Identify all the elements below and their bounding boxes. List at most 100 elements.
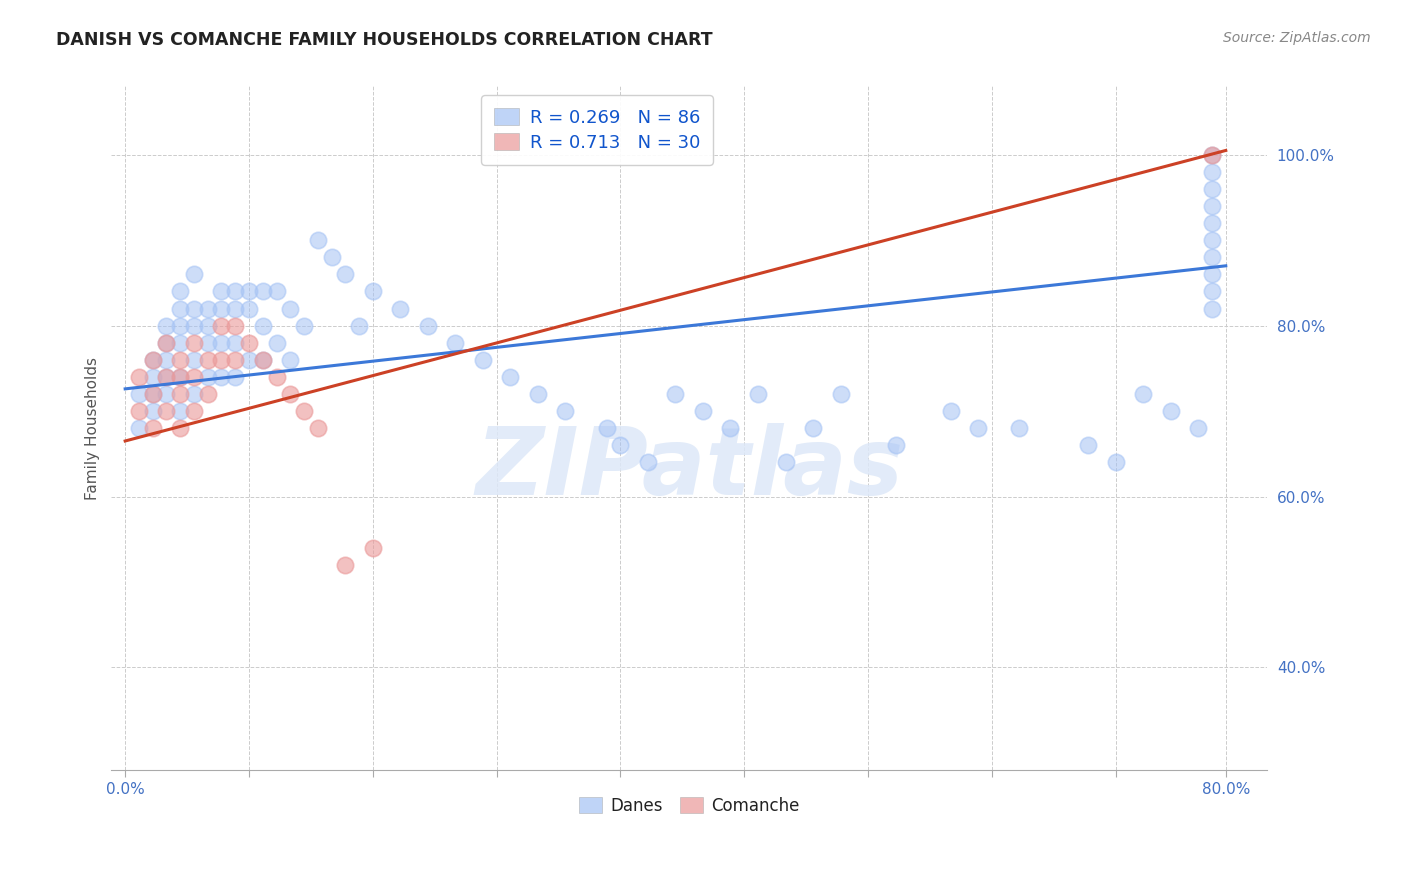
Point xyxy=(1201,301,1223,316)
Point xyxy=(1201,233,1223,247)
Point xyxy=(266,285,288,299)
Point xyxy=(471,352,494,367)
Point xyxy=(335,558,357,572)
Point xyxy=(527,387,550,401)
Point xyxy=(155,352,177,367)
Point xyxy=(939,404,962,418)
Point xyxy=(211,285,233,299)
Point xyxy=(211,370,233,384)
Point xyxy=(211,318,233,333)
Point xyxy=(637,455,659,469)
Point xyxy=(197,335,219,350)
Point xyxy=(128,421,150,435)
Point xyxy=(1187,421,1209,435)
Point xyxy=(142,352,165,367)
Point xyxy=(747,387,769,401)
Point xyxy=(169,387,191,401)
Point xyxy=(252,352,274,367)
Point xyxy=(224,335,246,350)
Point xyxy=(278,301,301,316)
Point xyxy=(266,335,288,350)
Point xyxy=(183,335,205,350)
Point xyxy=(595,421,617,435)
Point xyxy=(266,370,288,384)
Point xyxy=(1160,404,1182,418)
Point xyxy=(692,404,714,418)
Point xyxy=(307,233,329,247)
Point xyxy=(197,301,219,316)
Point xyxy=(238,301,260,316)
Point xyxy=(224,318,246,333)
Point xyxy=(197,352,219,367)
Point xyxy=(197,387,219,401)
Point xyxy=(554,404,576,418)
Point xyxy=(155,318,177,333)
Point xyxy=(884,438,907,452)
Point xyxy=(238,285,260,299)
Point xyxy=(183,404,205,418)
Text: ZIPatlas: ZIPatlas xyxy=(475,423,903,516)
Point xyxy=(499,370,522,384)
Point xyxy=(389,301,412,316)
Point xyxy=(155,387,177,401)
Point xyxy=(1201,216,1223,230)
Point xyxy=(169,318,191,333)
Point xyxy=(1201,285,1223,299)
Point xyxy=(142,421,165,435)
Text: DANISH VS COMANCHE FAMILY HOUSEHOLDS CORRELATION CHART: DANISH VS COMANCHE FAMILY HOUSEHOLDS COR… xyxy=(56,31,713,49)
Point xyxy=(252,352,274,367)
Point xyxy=(278,352,301,367)
Point xyxy=(197,370,219,384)
Point xyxy=(169,370,191,384)
Point xyxy=(155,370,177,384)
Point xyxy=(416,318,439,333)
Point xyxy=(142,352,165,367)
Point xyxy=(142,387,165,401)
Point xyxy=(169,335,191,350)
Point xyxy=(335,268,357,282)
Point xyxy=(169,285,191,299)
Point xyxy=(183,370,205,384)
Point xyxy=(128,404,150,418)
Point xyxy=(1201,199,1223,213)
Point xyxy=(830,387,852,401)
Point xyxy=(361,541,384,555)
Point xyxy=(1201,182,1223,196)
Point xyxy=(183,352,205,367)
Point xyxy=(142,370,165,384)
Point xyxy=(307,421,329,435)
Point xyxy=(142,404,165,418)
Point xyxy=(278,387,301,401)
Point xyxy=(211,335,233,350)
Point xyxy=(211,301,233,316)
Point xyxy=(128,387,150,401)
Point xyxy=(169,404,191,418)
Point xyxy=(664,387,686,401)
Point xyxy=(183,301,205,316)
Point xyxy=(224,285,246,299)
Point xyxy=(169,370,191,384)
Point xyxy=(238,352,260,367)
Point xyxy=(238,335,260,350)
Point xyxy=(1132,387,1154,401)
Point xyxy=(1201,147,1223,161)
Legend: Danes, Comanche: Danes, Comanche xyxy=(571,789,808,823)
Point xyxy=(775,455,797,469)
Point xyxy=(1201,165,1223,179)
Point xyxy=(609,438,631,452)
Point xyxy=(801,421,824,435)
Point xyxy=(292,318,315,333)
Point xyxy=(252,285,274,299)
Point xyxy=(224,352,246,367)
Point xyxy=(128,370,150,384)
Text: Source: ZipAtlas.com: Source: ZipAtlas.com xyxy=(1223,31,1371,45)
Point xyxy=(1008,421,1031,435)
Point xyxy=(183,268,205,282)
Point xyxy=(169,352,191,367)
Point xyxy=(169,421,191,435)
Point xyxy=(720,421,742,435)
Point xyxy=(1105,455,1128,469)
Point xyxy=(183,387,205,401)
Point xyxy=(155,335,177,350)
Point xyxy=(169,301,191,316)
